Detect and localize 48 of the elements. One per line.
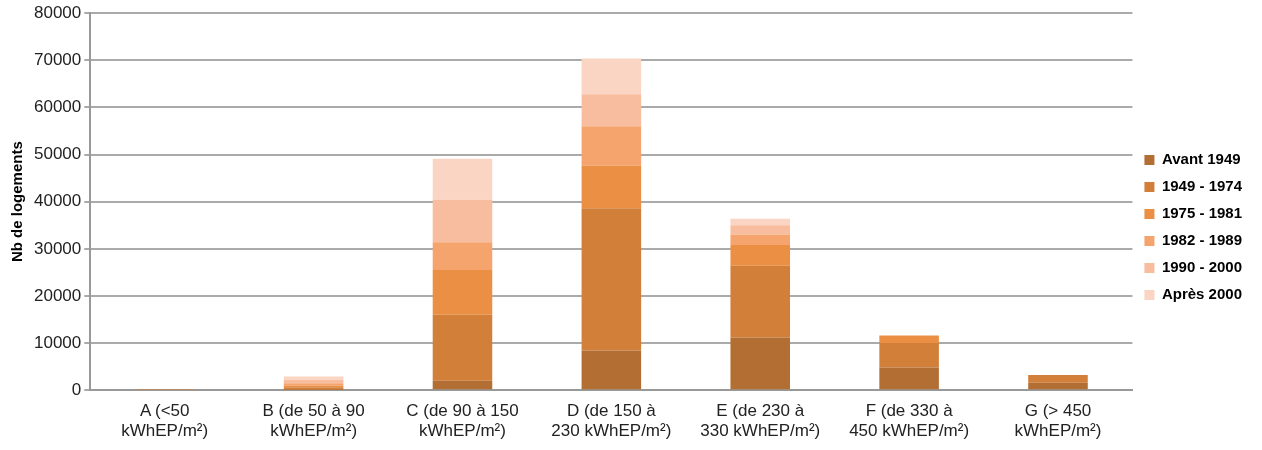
bar	[432, 158, 493, 200]
legend-label: Après 2000	[1161, 285, 1242, 303]
bar	[432, 199, 493, 243]
bar	[1028, 375, 1088, 383]
y-tick-label: 30000	[33, 238, 82, 258]
y-tick-label: 10000	[33, 332, 82, 352]
y-tick-label: 0	[71, 379, 82, 399]
bar	[730, 225, 791, 235]
bar	[879, 343, 939, 368]
legend-label: 1990 - 2000	[1161, 258, 1243, 276]
bar	[879, 367, 939, 390]
y-axis-title: Nb de logements	[8, 141, 26, 263]
y-tick-label: 80000	[33, 2, 82, 22]
bar	[1028, 382, 1088, 390]
bar	[730, 245, 791, 266]
bar	[432, 242, 493, 271]
x-tick-label: B (de 50 à 90 kWhEP/m²)	[262, 401, 365, 441]
bar	[581, 165, 642, 209]
bar	[283, 376, 344, 380]
x-tick-label: D (de 150 à 230 kWhEP/m²)	[551, 401, 672, 441]
bar	[581, 350, 642, 390]
x-tick-label: G (> 450 kWhEP/m²)	[1014, 401, 1102, 441]
legend-label: 1975 - 1981	[1161, 204, 1243, 222]
bar	[432, 314, 493, 381]
bar	[730, 265, 791, 338]
bar	[730, 218, 791, 226]
y-tick-label: 70000	[33, 50, 82, 70]
bar	[730, 234, 791, 246]
y-tick-label: 60000	[33, 97, 82, 117]
bar	[283, 379, 344, 384]
bar	[581, 94, 642, 127]
bar	[581, 58, 642, 95]
x-tick-label: E (de 230 à 330 kWhEP/m²)	[700, 401, 821, 441]
bar	[879, 335, 939, 344]
bar	[581, 208, 642, 351]
x-tick-label: A (<50 kWhEP/m²)	[121, 401, 209, 441]
y-tick-label: 50000	[33, 144, 82, 164]
x-tick-label: F (de 330 à 450 kWhEP/m²)	[849, 401, 970, 441]
bar	[432, 380, 493, 390]
bar	[581, 126, 642, 166]
legend-label: 1949 - 1974	[1161, 177, 1243, 195]
legend-label: 1982 - 1989	[1161, 231, 1243, 249]
y-tick-label: 20000	[33, 285, 82, 305]
x-tick-label: C (de 90 à 150 kWhEP/m²)	[406, 401, 519, 441]
bar	[730, 337, 791, 390]
legend-label: Avant 1949	[1161, 150, 1241, 168]
y-tick-label: 40000	[33, 191, 82, 211]
bar	[432, 270, 493, 315]
